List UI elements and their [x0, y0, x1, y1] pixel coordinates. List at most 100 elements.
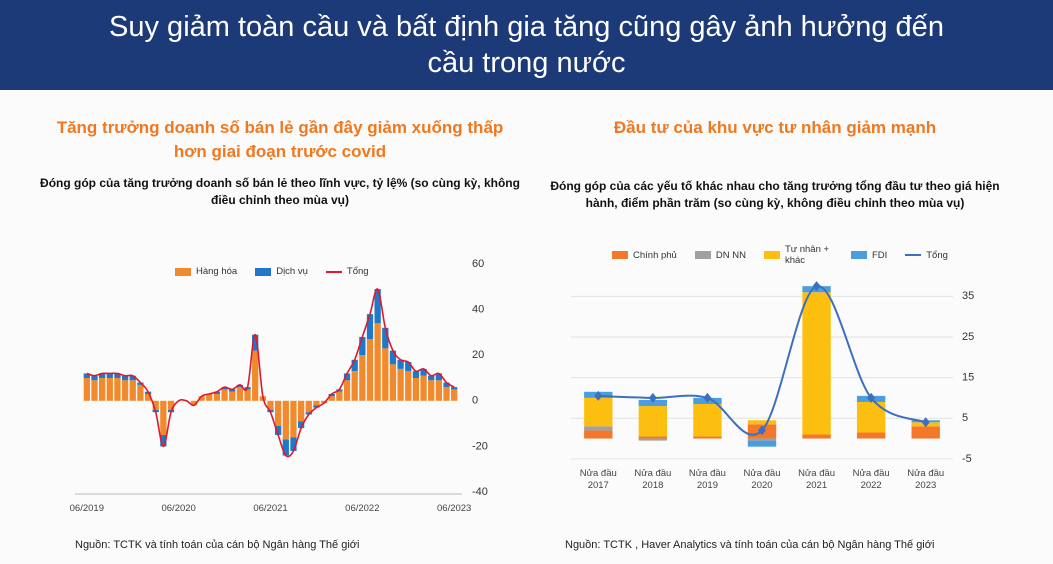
x-tick-label: Nửa đầu 2023 — [907, 468, 945, 491]
chart-subtitle: Đóng góp của tăng trưởng doanh số bán lẻ… — [40, 176, 520, 207]
marker — [867, 392, 876, 403]
bar-segment — [198, 396, 205, 401]
bar-segment — [412, 371, 420, 378]
chart-title: Tăng trưởng doanh số bán lẻ gần đây giảm… — [56, 118, 504, 161]
bar-segment — [693, 436, 722, 439]
bar-segment — [83, 373, 90, 378]
bar-segment — [221, 387, 228, 390]
legend-swatch — [850, 251, 867, 259]
bar-segment — [693, 404, 722, 437]
bar-segment — [343, 373, 351, 381]
bar-segment — [106, 373, 113, 378]
x-tick-label: 06/2022 — [345, 503, 380, 514]
y-tick-label: 0 — [472, 395, 478, 407]
bar-segment — [802, 434, 831, 439]
bar-segment — [351, 359, 358, 372]
legend: Chính phủ DN NN Tư nhân + khác FDI Tổng — [612, 244, 966, 266]
bar-segment — [374, 323, 381, 401]
bar-segment — [297, 400, 305, 422]
bar-segment — [747, 420, 777, 425]
bar-segment — [160, 400, 167, 435]
bar-segment — [389, 364, 397, 401]
bar-segment — [106, 378, 113, 401]
legend-item: Hàng hóa — [175, 266, 237, 277]
legend-label: Dịch vụ — [276, 266, 308, 277]
marker — [921, 417, 930, 428]
bar-segment — [443, 382, 450, 388]
bar-segment — [451, 389, 458, 401]
legend-swatch — [175, 267, 191, 276]
bar-segment — [137, 384, 144, 401]
source: Nguồn: TCTK và tính toán của cán bộ Ngân… — [75, 539, 360, 551]
bar-segment — [420, 368, 427, 376]
bar-segment — [275, 425, 282, 435]
bar-segment — [229, 391, 236, 401]
bar-segment — [252, 334, 259, 351]
bar-segment — [451, 387, 458, 390]
bar-segment — [802, 292, 831, 435]
bar-segment — [121, 380, 129, 401]
x-tick-label: 06/2020 — [161, 503, 196, 514]
bar-segment — [412, 378, 420, 401]
bar-segment — [397, 368, 404, 401]
bar-segment — [382, 327, 389, 349]
legend-item: Tư nhân + khác — [763, 244, 833, 266]
source: Nguồn: TCTK , Haver Analytics và tính to… — [565, 539, 935, 551]
bar-segment — [336, 391, 343, 401]
bar-segment — [638, 399, 668, 407]
bar-segment — [359, 336, 366, 356]
bar-segment — [83, 378, 90, 401]
bar-segment — [213, 393, 221, 401]
x-tick-label: Nửa đầu 2018 — [634, 468, 672, 491]
x-tick-label: 06/2021 — [253, 503, 288, 514]
marker — [703, 392, 712, 403]
marker — [812, 281, 821, 292]
legend-item: Tổng — [325, 266, 369, 277]
bar-segment — [290, 400, 297, 438]
bar-segment — [229, 389, 236, 392]
marker — [594, 390, 603, 401]
bar-segment — [213, 391, 221, 394]
bar-segment — [190, 400, 198, 406]
y-tick-label: -5 — [962, 453, 972, 465]
bar-segment — [290, 437, 297, 451]
bar-segment — [121, 375, 129, 381]
bar-segment — [405, 362, 412, 372]
bar-segment — [98, 378, 106, 401]
bar-segment — [366, 339, 374, 401]
bar-segment — [282, 439, 289, 456]
bar-segment — [236, 387, 244, 401]
bar-segment — [435, 380, 443, 401]
x-tick-label: Nửa đầu 2021 — [798, 468, 836, 491]
header: Suy giảm toàn cầu và bất định gia tăng c… — [0, 0, 1053, 90]
bar-segment — [152, 400, 159, 410]
marker — [758, 425, 766, 436]
legend-swatch — [325, 270, 342, 273]
bar-segment — [267, 400, 274, 410]
legend-swatch — [694, 251, 711, 259]
bar-segment — [428, 375, 435, 381]
y-tick-label: -20 — [472, 440, 488, 452]
bar-segment — [343, 380, 351, 401]
y-tick-label: 40 — [472, 304, 484, 316]
bar-segment — [405, 371, 412, 401]
bar-segment — [252, 350, 259, 401]
bar-segment — [98, 373, 106, 378]
bar-segment — [305, 400, 312, 413]
bar-segment — [236, 384, 244, 388]
y-tick-label: 35 — [962, 290, 974, 302]
bar-segment — [428, 380, 435, 401]
bar-segment — [160, 435, 167, 447]
legend-label: Tổng — [346, 266, 369, 277]
bar-segment — [638, 406, 668, 437]
legend-item: Dịch vụ — [255, 266, 308, 277]
bar-segment — [206, 393, 213, 401]
bar-segment — [638, 438, 668, 441]
legend-swatch — [763, 251, 780, 259]
x-tick-label: 06/2023 — [437, 503, 472, 514]
bar-segment — [397, 359, 404, 369]
y-tick-label: 20 — [472, 349, 484, 361]
bar-segment — [382, 348, 389, 401]
